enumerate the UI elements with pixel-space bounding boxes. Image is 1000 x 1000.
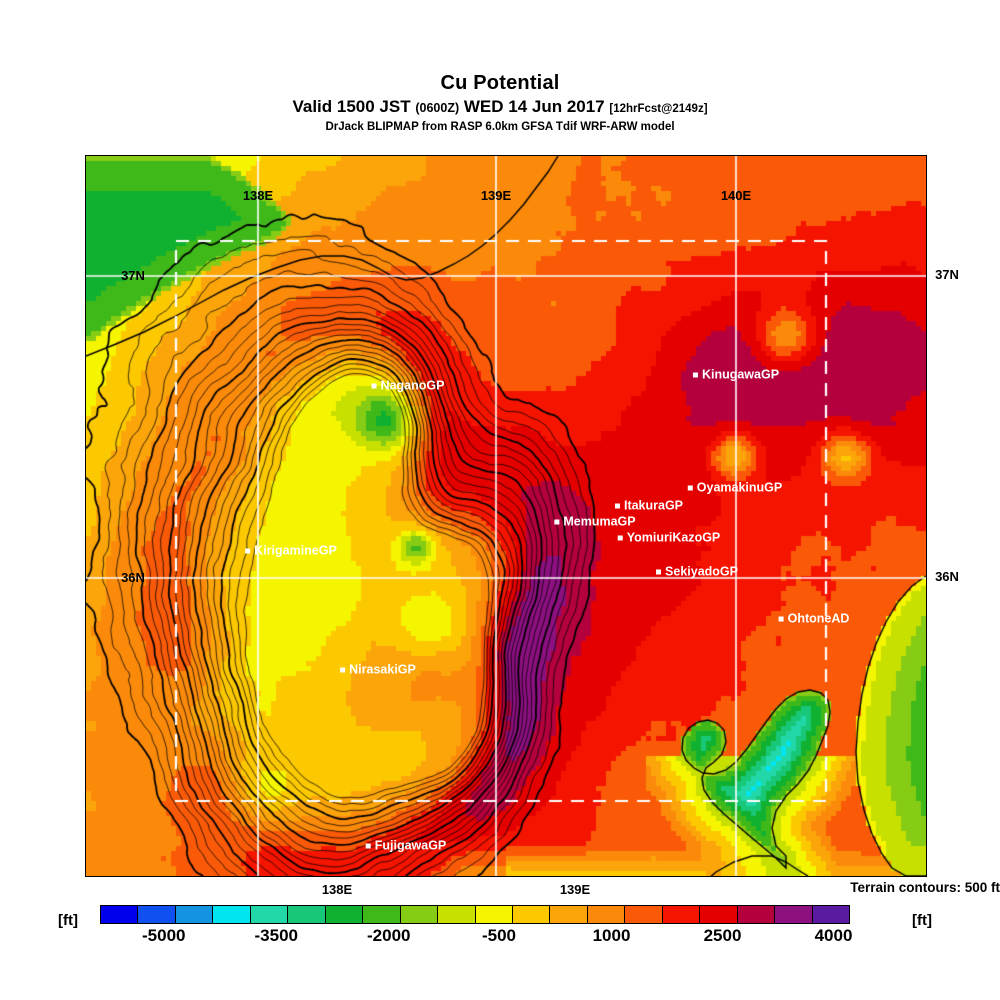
colorbar-tick-3: -500 [481, 926, 517, 945]
colorbar-strip [100, 905, 850, 924]
colorbar-tick-6: 4000 [814, 926, 853, 945]
colorbar-swatch-15 [662, 906, 701, 923]
colorbar-tick-labels: -5000 -3500 -2000 -500 1000 2500 4000 [100, 926, 853, 950]
colorbar-swatch-1 [138, 906, 176, 923]
colorbar-swatch-6 [325, 906, 364, 923]
valid-utc: (0600Z) [415, 101, 460, 115]
colorbar-swatch-13 [587, 906, 626, 923]
lon-label-bottom-1: 139E [559, 882, 591, 897]
colorbar-tick-4: 1000 [592, 926, 631, 945]
map-panel[interactable]: NaganoGP KinugawaGP OyamakinuGP ItakuraGP Me… [85, 155, 927, 877]
colorbar-swatch-3 [213, 906, 251, 923]
page-title: Cu Potential [440, 72, 560, 94]
colorbar-unit-left: [ft] [58, 912, 78, 929]
title-block: Cu Potential Valid 1500 JST (0600Z) WED … [0, 72, 1000, 134]
valid-time-line: Valid 1500 JST (0600Z) WED 14 Jun 2017 [… [0, 97, 1000, 119]
colorbar-tick-0: -5000 [142, 926, 186, 945]
lon-label-bottom-0: 138E [321, 882, 353, 897]
colorbar-unit-right: [ft] [912, 912, 932, 929]
colorbar-tick-2: -2000 [367, 926, 411, 945]
colorbar-swatch-8 [400, 906, 439, 923]
colorbar-swatch-12 [550, 906, 588, 923]
colorbar-swatch-11 [512, 906, 551, 923]
colorbar-swatch-5 [288, 906, 326, 923]
lat-label-right-1: 36N [935, 569, 959, 584]
colorbar-swatch-19 [812, 906, 850, 923]
forecast-tag: [12hrFcst@2149z] [609, 103, 708, 115]
colorbar: [ft] -5000 -3500 -2000 -500 1000 2500 4000 [ft… [0, 903, 1000, 953]
valid-date: WED 14 Jun 2017 [463, 97, 605, 116]
colorbar-swatch-18 [775, 906, 813, 923]
colorbar-swatch-7 [363, 906, 401, 923]
colorbar-swatch-0 [101, 906, 139, 923]
terrain-contour-note: Terrain contours: 500 ft [850, 880, 1000, 895]
colorbar-swatch-10 [475, 906, 513, 923]
lat-label-right-0: 37N [935, 267, 959, 282]
colorbar-tick-1: -3500 [254, 926, 298, 945]
colorbar-swatch-17 [737, 906, 776, 923]
colorbar-swatch-9 [438, 906, 476, 923]
valid-prefix: Valid 1500 JST [292, 97, 411, 116]
colorbar-swatch-14 [625, 906, 663, 923]
colorbar-swatch-2 [175, 906, 214, 923]
colorbar-swatch-16 [700, 906, 738, 923]
colorbar-swatch-4 [250, 906, 289, 923]
colorbar-tick-5: 2500 [703, 926, 742, 945]
cu-potential-field-canvas [86, 156, 926, 876]
model-description: DrJack BLIPMAP from RASP 6.0km GFSA Tdif… [325, 121, 675, 133]
